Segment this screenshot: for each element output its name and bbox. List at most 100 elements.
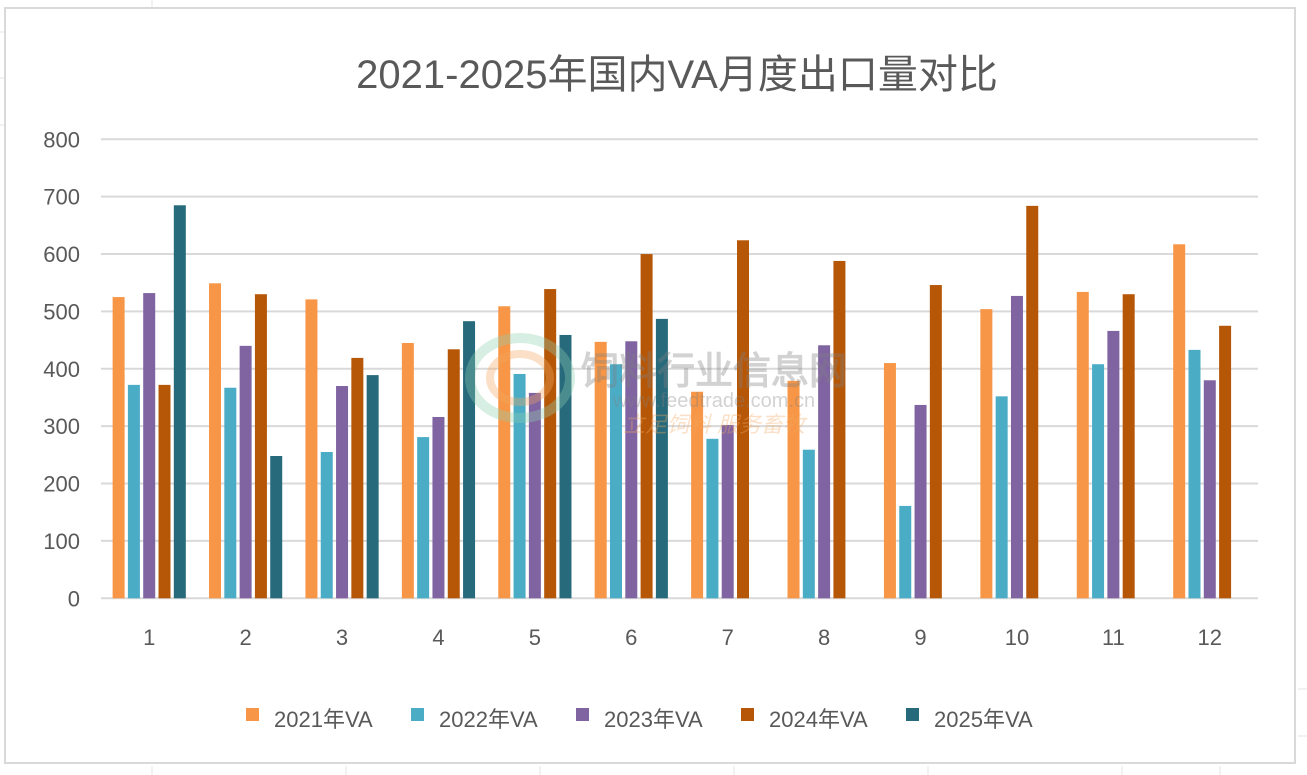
watermark-logo-icon [465, 333, 575, 423]
legend-item[interactable]: 2023年VA [576, 707, 703, 732]
bar-2021年VA-month-2[interactable] [209, 283, 222, 599]
bar-2021年VA-month-9[interactable] [883, 363, 896, 599]
bar-2024年VA-month-11[interactable] [1122, 294, 1135, 599]
watermark-url: www.feedtrade.com.cn [612, 390, 815, 412]
bar-2021年VA-month-10[interactable] [980, 309, 993, 599]
bar-2025年VA-month-3[interactable] [366, 375, 379, 599]
bar-2023年VA-month-3[interactable] [336, 386, 349, 599]
y-tick-label: 800 [43, 127, 80, 152]
bar-2023年VA-month-8[interactable] [818, 345, 831, 599]
x-tick-label: 4 [432, 625, 444, 650]
bar-2024年VA-month-6[interactable] [640, 254, 653, 599]
bar-2023年VA-month-6[interactable] [625, 341, 638, 599]
y-tick-label: 100 [43, 529, 80, 554]
legend-item[interactable]: 2022年VA [411, 707, 538, 732]
bar-2021年VA-month-7[interactable] [691, 391, 704, 599]
legend-label: 2022年VA [439, 707, 538, 732]
bar-2023年VA-month-4[interactable] [432, 416, 445, 599]
x-tick-label: 9 [914, 625, 926, 650]
watermark-name: 饲料行业信息网 [581, 351, 847, 393]
legend-swatch [906, 708, 919, 721]
bar-2023年VA-month-7[interactable] [721, 425, 734, 599]
y-tick-label: 500 [43, 299, 80, 324]
legend-swatch [246, 708, 259, 721]
legend-label: 2024年VA [769, 707, 868, 732]
watermark-logo-inner-icon [486, 350, 554, 406]
bar-2022年VA-month-11[interactable] [1092, 364, 1105, 599]
bar-2023年VA-month-1[interactable] [143, 293, 156, 599]
bar-2024年VA-month-3[interactable] [351, 357, 364, 599]
legend-item[interactable]: 2024年VA [741, 707, 868, 732]
bar-2022年VA-month-6[interactable] [609, 364, 622, 599]
chart-title: 2021-2025年国内VA月度出口量对比 [356, 53, 998, 97]
bar-2022年VA-month-2[interactable] [224, 387, 237, 599]
y-tick-label: 600 [43, 242, 80, 267]
bar-2024年VA-month-12[interactable] [1219, 325, 1232, 599]
bar-2024年VA-month-4[interactable] [447, 349, 460, 599]
bar-2022年VA-month-12[interactable] [1188, 349, 1201, 599]
bar-2024年VA-month-8[interactable] [833, 260, 846, 599]
bar-2023年VA-month-5[interactable] [528, 392, 541, 599]
bar-2021年VA-month-12[interactable] [1173, 244, 1186, 599]
legend-item[interactable]: 2025年VA [906, 707, 1033, 732]
bar-2022年VA-month-5[interactable] [513, 373, 526, 599]
bar-2021年VA-month-1[interactable] [112, 297, 125, 599]
bar-2023年VA-month-2[interactable] [239, 345, 252, 599]
x-tick-label: 8 [818, 625, 830, 650]
bar-2022年VA-month-8[interactable] [802, 449, 815, 599]
x-tick-label: 3 [336, 625, 348, 650]
legend-swatch [411, 708, 424, 721]
bar-2024年VA-month-2[interactable] [254, 294, 267, 599]
x-tick-label: 10 [1005, 625, 1029, 650]
bar-2021年VA-month-8[interactable] [787, 380, 800, 599]
bar-2021年VA-month-5[interactable] [498, 306, 511, 599]
bar-2024年VA-month-5[interactable] [544, 289, 557, 599]
watermark-slogan: 立足饲料 服务畜牧 [623, 412, 808, 437]
bar-2022年VA-month-7[interactable] [706, 438, 719, 599]
x-tick-label: 6 [625, 625, 637, 650]
bar-2023年VA-month-12[interactable] [1203, 380, 1216, 599]
bar-2025年VA-month-2[interactable] [270, 456, 283, 599]
bar-2024年VA-month-9[interactable] [929, 285, 942, 599]
bar-2022年VA-month-1[interactable] [127, 384, 140, 599]
bar-2021年VA-month-4[interactable] [401, 342, 414, 599]
bar-2022年VA-month-9[interactable] [899, 505, 912, 599]
y-tick-label: 200 [43, 472, 80, 497]
bar-2021年VA-month-11[interactable] [1076, 291, 1089, 599]
y-tick-label: 700 [43, 185, 80, 210]
bar-2023年VA-month-9[interactable] [914, 404, 927, 599]
bar-2024年VA-month-7[interactable] [737, 240, 750, 599]
bars [112, 205, 1232, 599]
bar-2022年VA-month-3[interactable] [320, 451, 333, 599]
bar-2025年VA-month-1[interactable] [173, 205, 186, 599]
x-tick-label: 1 [143, 625, 155, 650]
bar-2025年VA-month-6[interactable] [655, 318, 668, 599]
y-tick-label: 0 [68, 586, 80, 611]
legend-swatch [576, 708, 589, 721]
legend-label: 2023年VA [604, 707, 703, 732]
x-tick-label: 11 [1102, 625, 1125, 650]
legend-label: 2025年VA [934, 707, 1033, 732]
bar-2023年VA-month-10[interactable] [1010, 295, 1023, 599]
bar-2025年VA-month-4[interactable] [463, 321, 476, 599]
bar-2022年VA-month-4[interactable] [417, 437, 430, 599]
x-axis-ticks: 1 2 3 4 5 6 7 8 9 10 11 12 [143, 625, 1222, 650]
bar-2024年VA-month-1[interactable] [158, 384, 171, 599]
legend: 2021年VA 2022年VA 2023年VA 2024年VA 2025年VA [246, 707, 1033, 732]
gridlines [101, 138, 1258, 600]
bar-2024年VA-month-10[interactable] [1026, 205, 1039, 599]
watermark: 饲料行业信息网 www.feedtrade.com.cn 立足饲料 服务畜牧 [465, 333, 847, 437]
bar-2025年VA-month-5[interactable] [559, 334, 572, 599]
legend-label: 2021年VA [274, 707, 373, 732]
y-axis-ticks: 0 100 200 300 400 500 600 700 800 [43, 127, 80, 611]
bar-2023年VA-month-11[interactable] [1107, 330, 1120, 599]
bar-2021年VA-month-3[interactable] [305, 299, 318, 599]
x-tick-label: 5 [529, 625, 541, 650]
bar-2021年VA-month-6[interactable] [594, 341, 607, 599]
legend-item[interactable]: 2021年VA [246, 707, 373, 732]
x-tick-label: 2 [240, 625, 252, 650]
bar-2022年VA-month-10[interactable] [995, 396, 1008, 599]
y-tick-label: 300 [43, 414, 80, 439]
